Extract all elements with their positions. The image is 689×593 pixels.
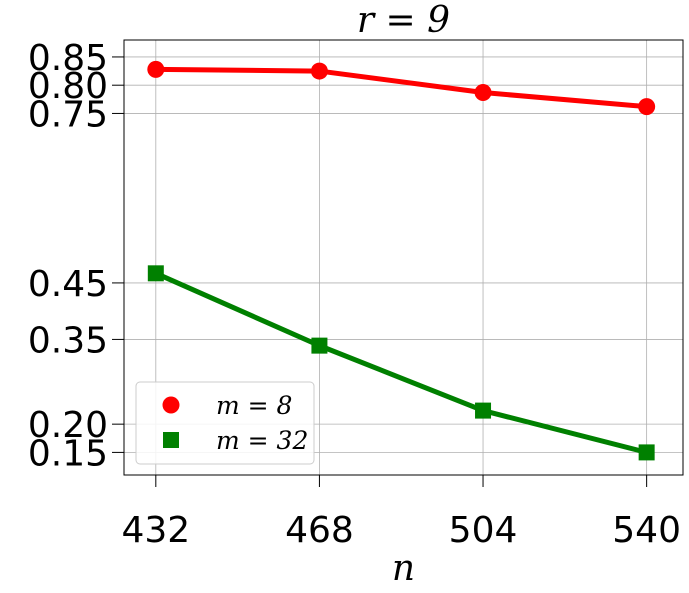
series-line-1 [155, 66, 647, 110]
series-line-2 [154, 271, 648, 455]
chart-title: r = 9 [357, 0, 450, 41]
y-tick-label: 0.20 [28, 405, 108, 446]
x-axis-label: n [392, 548, 415, 589]
x-tick-label: 432 [121, 510, 190, 551]
y-tick-label: 0.35 [28, 320, 108, 361]
legend-marker-square [163, 432, 179, 448]
y-tick-label: 0.75 [28, 94, 108, 135]
x-axis: 432 468 504 540 [121, 475, 681, 551]
legend-box [135, 381, 315, 465]
plot-area-frame [123, 39, 684, 476]
data-point [638, 98, 656, 116]
legend-label: m = 8 [216, 391, 292, 420]
series-layer [147, 60, 656, 461]
x-tick-label: 540 [612, 510, 681, 551]
y-tick-label: 0.15 [28, 433, 108, 474]
x-tick-label: 468 [285, 510, 354, 551]
data-point [638, 444, 655, 461]
data-point [311, 337, 328, 354]
data-point [475, 402, 492, 419]
legend: m = 8 m = 32 [135, 381, 315, 465]
legend-label: m = 32 [216, 426, 308, 455]
y-tick-label: 0.85 [28, 38, 108, 79]
data-point [147, 60, 165, 78]
data-point [147, 265, 164, 282]
y-axis: 0.850.800.75 0.45 0.35 0.200.15 [28, 38, 124, 474]
x-tick-label: 504 [449, 510, 518, 551]
y-tick-label: 0.45 [28, 264, 108, 305]
legend-marker-circle [162, 396, 180, 414]
y-tick-label: 0.80 [28, 66, 108, 107]
data-point [474, 84, 492, 102]
data-point [310, 62, 328, 80]
